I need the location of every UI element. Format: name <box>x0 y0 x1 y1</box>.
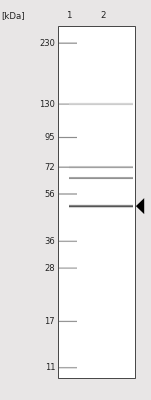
Bar <box>69 169 133 170</box>
Bar <box>69 203 133 204</box>
Bar <box>69 166 133 167</box>
Bar <box>69 203 133 204</box>
Bar <box>69 107 133 108</box>
Bar <box>69 206 133 207</box>
Bar <box>69 208 133 209</box>
Text: 72: 72 <box>45 163 55 172</box>
Bar <box>69 179 133 180</box>
Bar <box>69 176 133 177</box>
Bar <box>69 179 133 180</box>
Bar <box>69 167 133 168</box>
Text: 36: 36 <box>44 237 55 246</box>
Bar <box>69 168 133 169</box>
Bar <box>69 202 133 203</box>
Text: 95: 95 <box>45 133 55 142</box>
Bar <box>69 205 133 206</box>
Text: 1: 1 <box>66 11 71 20</box>
Bar <box>69 180 133 181</box>
Polygon shape <box>136 198 144 214</box>
Bar <box>69 206 133 207</box>
Bar <box>69 179 133 180</box>
Bar <box>69 208 133 209</box>
Bar <box>69 101 133 102</box>
Bar <box>69 106 133 107</box>
Bar <box>69 103 133 104</box>
Bar <box>69 178 133 179</box>
Bar <box>69 207 133 208</box>
Bar <box>69 103 133 104</box>
Text: [kDa]: [kDa] <box>2 11 25 20</box>
Bar <box>69 104 133 105</box>
Bar <box>69 202 133 203</box>
Bar <box>69 105 133 106</box>
Bar <box>69 100 133 101</box>
Bar <box>69 206 133 207</box>
Bar <box>69 177 133 178</box>
Bar <box>69 180 133 181</box>
Bar <box>69 103 133 104</box>
Bar <box>69 178 133 179</box>
Bar <box>69 205 133 206</box>
Bar <box>69 209 133 210</box>
Bar <box>69 169 133 170</box>
Bar <box>69 203 133 204</box>
Text: 17: 17 <box>45 317 55 326</box>
Bar <box>69 202 133 203</box>
Bar <box>69 208 133 209</box>
Bar <box>69 178 133 179</box>
Bar <box>69 104 133 105</box>
Text: 11: 11 <box>45 363 55 372</box>
Bar <box>69 164 133 165</box>
Bar <box>69 175 133 176</box>
Bar <box>69 166 133 167</box>
Bar <box>69 102 133 103</box>
Bar <box>69 101 133 102</box>
Bar <box>69 205 133 206</box>
Bar <box>69 177 133 178</box>
Bar <box>69 100 133 101</box>
Bar <box>69 209 133 210</box>
Text: 230: 230 <box>39 39 55 48</box>
Bar <box>69 204 133 205</box>
Bar <box>69 100 133 101</box>
Bar <box>69 177 133 178</box>
Bar <box>69 101 133 102</box>
Bar <box>69 167 133 168</box>
Bar <box>69 168 133 169</box>
Bar <box>69 105 133 106</box>
Text: 56: 56 <box>45 190 55 198</box>
Bar <box>69 165 133 166</box>
Bar <box>69 207 133 208</box>
Text: 28: 28 <box>45 264 55 272</box>
Bar <box>69 180 133 181</box>
Bar <box>69 176 133 177</box>
Bar <box>69 207 133 208</box>
Bar <box>69 102 133 103</box>
Bar <box>69 204 133 205</box>
Bar <box>69 164 133 165</box>
Bar <box>69 165 133 166</box>
Bar <box>69 209 133 210</box>
Bar <box>58 26 135 378</box>
Bar <box>69 105 133 106</box>
Bar <box>69 165 133 166</box>
Bar <box>69 106 133 107</box>
Bar <box>69 102 133 103</box>
Bar <box>69 176 133 177</box>
Bar <box>69 169 133 170</box>
Bar <box>69 166 133 167</box>
Bar <box>69 204 133 205</box>
Text: 2: 2 <box>101 11 106 20</box>
Bar <box>69 164 133 165</box>
Bar <box>69 107 133 108</box>
Bar <box>69 175 133 176</box>
Text: 130: 130 <box>39 100 55 108</box>
Bar <box>69 168 133 169</box>
Bar <box>69 167 133 168</box>
Bar <box>69 175 133 176</box>
